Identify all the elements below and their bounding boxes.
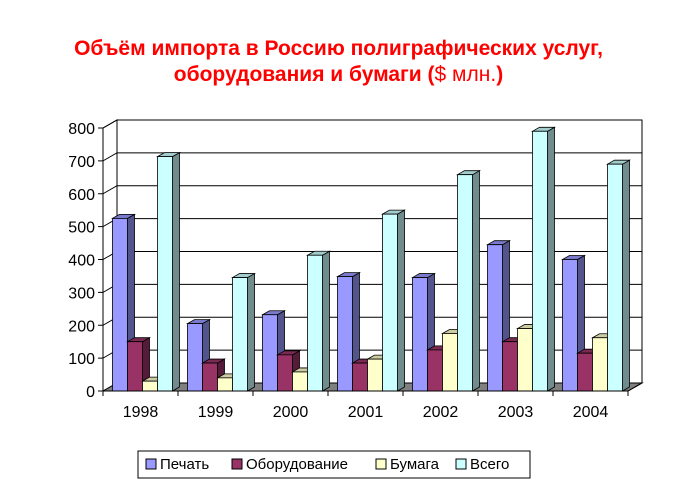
- bar-front: [487, 244, 503, 392]
- bar-front: [592, 337, 608, 392]
- y-tick-labels: 0 100 200 300 400 500 600 700 800: [68, 121, 95, 401]
- bar-front: [307, 254, 323, 392]
- bar-front: [157, 156, 173, 392]
- gridline-800: [102, 119, 642, 129]
- x-tick-label-2002: 2002: [423, 404, 459, 421]
- bar-front: [562, 259, 578, 392]
- bar-front: [367, 358, 383, 392]
- axes: [98, 127, 643, 396]
- y-tick-label-300: 300: [68, 285, 95, 302]
- legend-item-Бумага: Бумага: [375, 456, 440, 473]
- bar-front: [427, 349, 443, 392]
- bar-front: [277, 354, 293, 392]
- bar-side: [472, 169, 480, 392]
- bar-Всего-2004: [605, 159, 632, 392]
- legend-swatch: [145, 458, 157, 470]
- bar-Всего-2003: [530, 126, 557, 392]
- chart-title-close: ): [496, 63, 504, 86]
- bar-Всего-2002: [455, 169, 482, 392]
- legend-swatch: [231, 458, 243, 470]
- chart-title-line1: Объём импорта в Россию полиграфических у…: [74, 37, 603, 60]
- x-tick-label-1998: 1998: [123, 404, 159, 421]
- bar-front: [517, 328, 533, 392]
- x-tick-labels: 1998 1999 2000 2001 2002 2003 2004: [123, 404, 609, 421]
- bar-side: [172, 151, 180, 392]
- bar-side: [322, 250, 330, 392]
- chart-title: Объём импорта в Россию полиграфических у…: [0, 36, 677, 88]
- chart-title-line2: оборудования и бумаги ($ млн.): [0, 62, 677, 88]
- bar-front: [142, 380, 158, 392]
- bar-front: [577, 352, 593, 392]
- bar-front: [202, 362, 218, 392]
- bar-front: [412, 277, 428, 392]
- y-tick-label-200: 200: [68, 318, 95, 335]
- x-tick-label-1999: 1999: [198, 404, 234, 421]
- bar-side: [622, 159, 630, 392]
- bar-side: [247, 272, 255, 392]
- bar-front: [502, 341, 518, 392]
- bar-front: [442, 333, 458, 392]
- legend-label: Бумага: [390, 456, 440, 473]
- x-tick-label-2003: 2003: [498, 404, 534, 421]
- gridline-700: [102, 152, 642, 162]
- bar-Всего-1998: [155, 151, 182, 392]
- chart-title-line2-text: оборудования и бумаги (: [173, 63, 435, 86]
- x-tick-label-2001: 2001: [348, 404, 384, 421]
- bar-front: [337, 276, 353, 392]
- bar-front: [232, 277, 248, 392]
- legend-label: Печать: [160, 456, 209, 473]
- legend: Печать Оборудование Бумага Всего: [137, 450, 531, 479]
- y-tick-label-400: 400: [68, 253, 95, 270]
- bar-Всего-2000: [305, 250, 332, 392]
- bar-side: [397, 209, 405, 392]
- legend-item-Всего: Всего: [455, 456, 509, 473]
- bar-front: [457, 174, 473, 392]
- bar-front: [532, 130, 548, 392]
- x-tick-label-2004: 2004: [573, 404, 609, 421]
- bar-front: [292, 371, 308, 392]
- legend-item-Печать: Печать: [145, 456, 209, 473]
- bar-front: [187, 323, 203, 392]
- bar-Всего-1999: [230, 272, 257, 392]
- y-tick-label-0: 0: [86, 384, 95, 401]
- y-tick-label-100: 100: [68, 351, 95, 368]
- x-axis-depth: [627, 382, 643, 392]
- legend-swatch: [375, 458, 387, 470]
- bar-front: [382, 213, 398, 392]
- chart-title-unit: $ млн.: [434, 63, 497, 86]
- bar-front: [217, 377, 233, 392]
- y-tick-label-700: 700: [68, 154, 95, 171]
- y-tick-label-500: 500: [68, 220, 95, 237]
- bar-front: [352, 362, 368, 392]
- y-tick-label-600: 600: [68, 187, 95, 204]
- legend-label: Всего: [470, 456, 509, 473]
- bar-front: [607, 163, 623, 392]
- legend-item-Оборудование: Оборудование: [231, 456, 348, 473]
- bar-side: [547, 126, 555, 392]
- y-tick-label-800: 800: [68, 121, 95, 138]
- bar-front: [112, 218, 128, 392]
- bar-front: [262, 314, 278, 392]
- legend-label: Оборудование: [246, 456, 348, 473]
- bar-front: [127, 341, 143, 392]
- bar-Всего-2001: [380, 209, 407, 392]
- x-tick-label-2000: 2000: [273, 404, 309, 421]
- legend-swatch: [455, 458, 467, 470]
